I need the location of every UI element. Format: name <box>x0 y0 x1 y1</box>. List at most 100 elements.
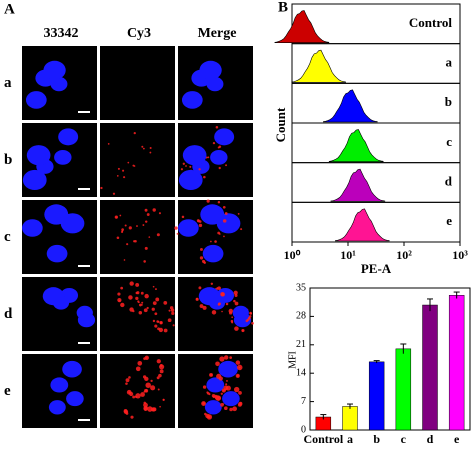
histogram-peak <box>330 168 386 202</box>
cy3-spot <box>143 260 146 263</box>
micrograph <box>100 277 175 351</box>
cy3-spot <box>245 319 249 323</box>
error-bar <box>347 403 353 409</box>
cy3-spot <box>145 220 148 223</box>
cy3-spot <box>144 246 148 250</box>
cy3-spot <box>135 283 140 287</box>
nucleus <box>44 204 69 225</box>
cy3-spot <box>198 223 203 228</box>
cy3-spot <box>135 296 139 301</box>
histogram-frame <box>291 201 461 243</box>
cy3-spot <box>149 151 152 154</box>
cy3-spot <box>198 168 201 171</box>
cy3-spot <box>114 215 118 219</box>
x-axis-label: PE-A <box>361 261 392 276</box>
cy3-spot <box>220 292 225 297</box>
cy3-spot <box>143 390 146 393</box>
cy3-spot <box>137 360 143 366</box>
cy3-spot <box>117 292 121 296</box>
axes-frame <box>309 287 471 431</box>
cy3-spot <box>234 326 239 331</box>
cy3-spot <box>216 396 221 401</box>
histogram-label: Control <box>409 15 452 30</box>
error-bar <box>400 343 407 354</box>
cy3-spot <box>229 356 233 359</box>
cy3-spot <box>168 309 171 312</box>
cy3-spot <box>206 199 210 203</box>
cy3-spot <box>128 376 131 379</box>
cy3-spot <box>142 147 145 150</box>
cy3-spot <box>120 286 124 290</box>
cy3-spot <box>126 243 129 246</box>
nucleus <box>66 391 84 407</box>
cy3-spot <box>251 321 254 325</box>
x-tick-label: Control <box>303 432 343 446</box>
cy3-spot <box>195 297 199 301</box>
cy3-spot <box>210 240 212 243</box>
scale-bar <box>78 419 90 421</box>
cy3-spot <box>133 165 136 167</box>
cy3-spot <box>231 316 234 319</box>
cy3-spot <box>152 208 156 212</box>
cy3-spot <box>218 145 222 148</box>
cy3-spot <box>225 302 229 306</box>
scale-bar <box>78 111 90 113</box>
cy3-spot <box>141 145 144 148</box>
histogram-label: b <box>445 94 452 109</box>
cy3-spot <box>156 320 159 323</box>
cy3-spot <box>226 380 228 382</box>
histogram-peak <box>274 10 330 43</box>
cy3-spot <box>120 302 125 308</box>
nucleus <box>43 60 66 80</box>
column-header: Cy3 <box>127 26 151 41</box>
nucleus <box>58 128 79 146</box>
histogram-frame <box>291 162 461 203</box>
cy3-spot <box>136 225 138 227</box>
cy3-spot <box>156 359 161 364</box>
cy3-spot <box>123 176 126 179</box>
histogram-label: d <box>445 173 453 188</box>
nucleus <box>178 219 199 237</box>
cy3-spot <box>145 357 148 359</box>
nucleus <box>182 145 207 166</box>
cy3-spot <box>143 308 148 313</box>
nucleus <box>62 360 82 378</box>
histogram-peak <box>323 89 378 123</box>
cy3-spot <box>140 291 144 295</box>
histogram-peak <box>334 208 390 242</box>
cy3-spot <box>133 131 136 135</box>
cy3-spot <box>118 299 121 302</box>
cy3-spot <box>236 364 243 371</box>
bar <box>368 361 385 431</box>
cy3-spot <box>200 248 203 251</box>
histogram-peak <box>328 129 384 162</box>
bar <box>395 348 412 431</box>
cy3-spot <box>181 215 185 219</box>
cy3-spot <box>208 393 211 396</box>
y-tick-label: 35 <box>296 282 306 293</box>
cy3-spot <box>148 236 151 238</box>
row-label: b <box>4 152 12 168</box>
cy3-spot <box>138 301 140 304</box>
cy3-spot <box>151 307 155 311</box>
x-tick-label: 10³ <box>452 248 468 262</box>
y-axis-label: MFI <box>287 351 298 369</box>
cy3-spot <box>159 369 164 374</box>
cy3-spot <box>182 162 185 165</box>
bar <box>422 304 438 431</box>
y-tick-label: 21 <box>296 339 306 350</box>
row-label: a <box>4 75 12 91</box>
cy3-spot <box>225 164 227 167</box>
cy3-spot <box>139 303 142 307</box>
y-tick-label: 28 <box>296 311 306 322</box>
y-axis-label: Count <box>273 107 288 142</box>
cy3-spot <box>228 308 234 314</box>
cy3-spot <box>230 319 234 323</box>
cy3-spot <box>167 318 172 323</box>
histogram-label: c <box>446 134 452 149</box>
cy3-spot <box>235 360 241 365</box>
cy3-spot <box>209 373 213 377</box>
cy3-spot <box>223 355 229 360</box>
error-bar <box>427 298 433 312</box>
